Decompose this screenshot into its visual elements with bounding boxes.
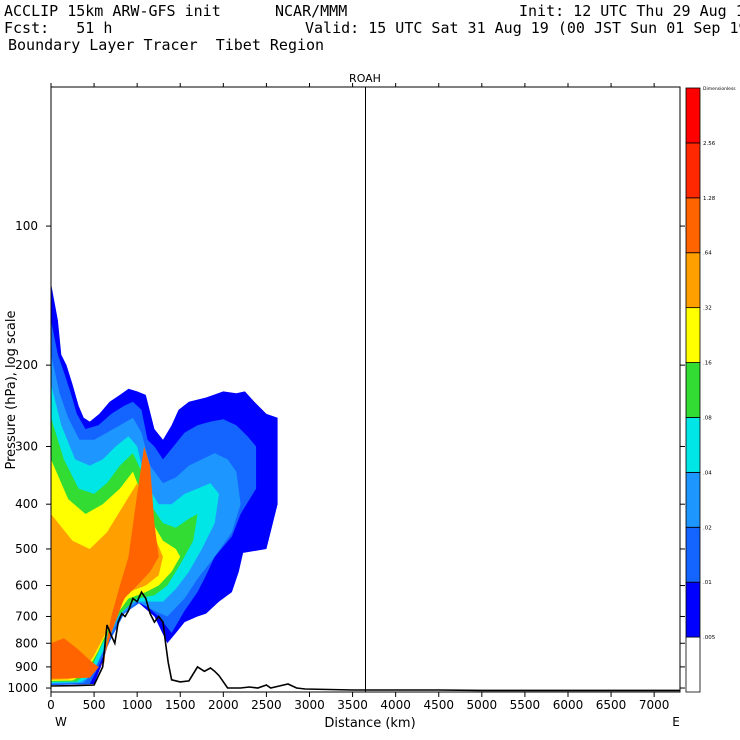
x-tick-label: 2000 xyxy=(208,698,239,712)
colorbar-level-label: .64 xyxy=(703,251,712,257)
colorbar-swatch xyxy=(685,87,701,144)
x-tick-label: 2500 xyxy=(251,698,282,712)
y-tick-label: 200 xyxy=(15,358,38,372)
colorbar: .005 .01 .02 .04 .08 .16 .32 .64 1.28 2.56 Dimensi… xyxy=(685,86,736,693)
colorbar-level-label: Dimensionless xyxy=(703,86,736,92)
y-tick-label: 400 xyxy=(15,497,38,511)
colorbar-swatch xyxy=(685,417,701,473)
colorbar-swatch xyxy=(685,581,701,638)
colorbar-level-label: .01 xyxy=(703,580,712,586)
east-end-label: E xyxy=(672,715,680,729)
colorbar-swatch xyxy=(685,142,701,199)
header-line2-right: Valid: 15 UTC Sat 31 Aug 19 (00 JST Sun … xyxy=(305,19,740,37)
x-tick-label: 3000 xyxy=(294,698,325,712)
colorbar-level-label: .08 xyxy=(703,415,712,421)
colorbar-swatch xyxy=(685,471,701,528)
west-end-label: W xyxy=(55,715,67,729)
y-tick-label: 300 xyxy=(15,439,38,453)
header-line1-mid: NCAR/MMM xyxy=(275,2,348,20)
tracer-contour-p64 xyxy=(51,446,159,679)
x-tick-label: 4500 xyxy=(423,698,454,712)
x-tick-label: 4000 xyxy=(380,698,411,712)
x-tick-label: 5500 xyxy=(510,698,541,712)
y-tick-label: 800 xyxy=(15,636,38,650)
terrain-line xyxy=(50,590,680,692)
colorbar-swatch xyxy=(685,362,701,418)
colorbar-level-label: .32 xyxy=(703,306,712,312)
x-axis-label: Distance (km) xyxy=(324,716,415,731)
axis-ticks: 0 500 1000 1500 2000 2500 3000 3500 4000 4500 5000… xyxy=(7,83,685,712)
x-tick-label: 7000 xyxy=(639,698,670,712)
x-tick-label: 6500 xyxy=(596,698,627,712)
colorbar-swatch xyxy=(685,197,701,254)
y-tick-label: 500 xyxy=(15,542,38,556)
colorbar-swatch xyxy=(685,252,701,309)
x-tick-label: 0 xyxy=(47,698,55,712)
chart-title: ROAH xyxy=(349,72,381,85)
x-tick-label: 3500 xyxy=(337,698,368,712)
colorbar-level-label: .04 xyxy=(703,470,712,476)
colorbar-level-label: 2.56 xyxy=(703,141,716,147)
y-tick-label: 100 xyxy=(15,219,38,233)
colorbar-swatch xyxy=(685,307,701,363)
terrain-profile xyxy=(50,590,680,692)
colorbar-level-label: .16 xyxy=(703,361,712,367)
y-tick-label: 900 xyxy=(15,660,38,674)
x-tick-label: 5000 xyxy=(467,698,498,712)
colorbar-swatch xyxy=(685,526,701,583)
x-tick-label: 1500 xyxy=(165,698,196,712)
x-tick-label: 6000 xyxy=(553,698,584,712)
colorbar-level-label: .005 xyxy=(703,635,716,641)
y-tick-label: 600 xyxy=(15,579,38,593)
colorbar-level-label: .02 xyxy=(703,525,712,531)
header-line2-left: Fcst: 51 h xyxy=(4,19,113,37)
x-tick-label: 500 xyxy=(83,698,106,712)
x-tick-label: 1000 xyxy=(122,698,153,712)
y-axis-label: Pressure (hPa), log scale xyxy=(4,311,19,470)
header-line3-left: Boundary Layer Tracer Tibet Region xyxy=(8,36,325,54)
plot-frame xyxy=(50,86,681,693)
y-tick-label: 1000 xyxy=(7,681,38,695)
header-line1-left: ACCLIP 15km ARW-GFS init xyxy=(4,2,221,20)
tracer-contour-fills xyxy=(51,283,278,685)
colorbar-swatch xyxy=(685,636,701,693)
y-tick-label: 700 xyxy=(15,609,38,623)
colorbar-level-label: 1.28 xyxy=(703,196,716,202)
header-line1-right: Init: 12 UTC Thu 29 Aug 19 xyxy=(519,2,740,20)
